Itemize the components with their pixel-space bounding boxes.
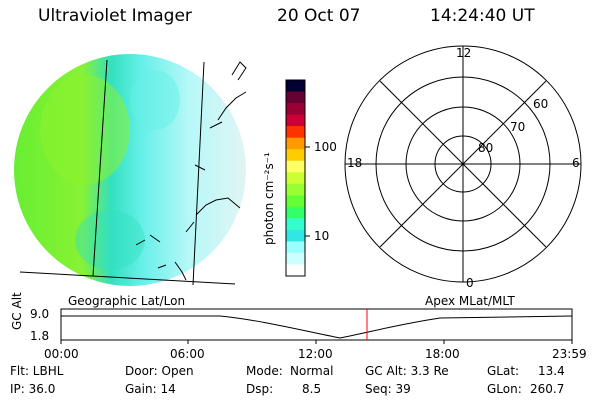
door-status: Door: Open — [125, 364, 194, 378]
mode-value: Normal — [290, 364, 334, 378]
timeline-ylabel: GC Alt — [10, 292, 24, 330]
observation-date: 20 Oct 07 — [277, 6, 361, 26]
coastline-outline — [135, 61, 247, 281]
colorbar-swatch — [286, 160, 305, 173]
timeline-ytick-low: 1.8 — [30, 329, 50, 343]
longitude-line — [92, 59, 108, 277]
gain-status: Gain: 14 — [125, 382, 176, 396]
longitude-line — [192, 61, 205, 286]
colorbar-swatch — [286, 206, 305, 219]
polar-mlt-plot — [344, 45, 582, 283]
glon-value: 260.7 — [530, 382, 565, 396]
colorbar-swatch — [286, 91, 305, 104]
colorbar-swatch — [286, 195, 305, 208]
colorbar-swatch — [286, 264, 305, 277]
mlat-label-80: 80 — [478, 141, 494, 155]
color-scale-bar — [285, 79, 306, 277]
colorbar-swatch — [286, 172, 305, 185]
colorbar-swatch — [286, 252, 305, 265]
colorbar-swatch — [286, 137, 305, 150]
mlat-label-60: 60 — [533, 97, 549, 111]
mlt-label-0: 0 — [466, 276, 474, 290]
observation-time: 14:24:40 UT — [430, 6, 535, 26]
timeline-xtick-1200: 12:00 — [298, 347, 333, 361]
instrument-title: Ultraviolet Imager — [38, 6, 192, 26]
glon-label: GLon: — [487, 382, 522, 396]
colorbar-swatch — [286, 103, 305, 116]
colorbar-tick-10: 10 — [314, 229, 330, 243]
colorbar-unit-label: photon cm⁻²s⁻¹ — [262, 152, 276, 245]
timeline-xtick-1800: 18:00 — [425, 347, 460, 361]
altitude-curve — [61, 315, 573, 339]
mode-label: Mode: — [246, 364, 283, 378]
ip-status: IP: 36.0 — [10, 382, 56, 396]
mlt-label-6: 6 — [572, 156, 580, 170]
colorbar-swatch — [286, 241, 305, 254]
timeline-ytick-high: 9.0 — [30, 307, 50, 321]
colorbar-swatch — [286, 218, 305, 231]
geographic-panel-label: Geographic Lat/Lon — [68, 294, 186, 308]
colorbar-tick-100: 100 — [314, 140, 337, 154]
timeline-xtick-0600: 06:00 — [170, 347, 205, 361]
sequence-status: Seq: 39 — [365, 382, 411, 396]
mlt-label-18: 18 — [347, 156, 363, 170]
glat-label: GLat: — [487, 364, 520, 378]
timeline-xtick-2359: 23:59 — [552, 347, 587, 361]
colorbar-swatch — [286, 183, 305, 196]
dsp-label: Dsp: — [246, 382, 274, 396]
auroral-image-disk — [14, 54, 246, 286]
colorbar-swatch — [286, 149, 305, 162]
filter-status: Flt: LBHL — [10, 364, 64, 378]
colorbar-swatch — [286, 114, 305, 127]
mlat-label-70: 70 — [510, 120, 526, 134]
colorbar-swatch — [286, 80, 305, 93]
gc-altitude-status: GC Alt: 3.3 Re — [365, 364, 449, 378]
colorbar-swatch — [286, 126, 305, 139]
colorbar-swatch — [286, 229, 305, 242]
dsp-value: 8.5 — [302, 382, 322, 396]
glat-value: 13.4 — [538, 364, 565, 378]
altitude-timeline-plot — [60, 308, 573, 344]
timeline-xtick-0000: 00:00 — [44, 347, 79, 361]
apex-panel-label: Apex MLat/MLT — [425, 294, 515, 308]
latitude-line — [19, 271, 236, 285]
mlt-label-12: 12 — [456, 46, 472, 60]
